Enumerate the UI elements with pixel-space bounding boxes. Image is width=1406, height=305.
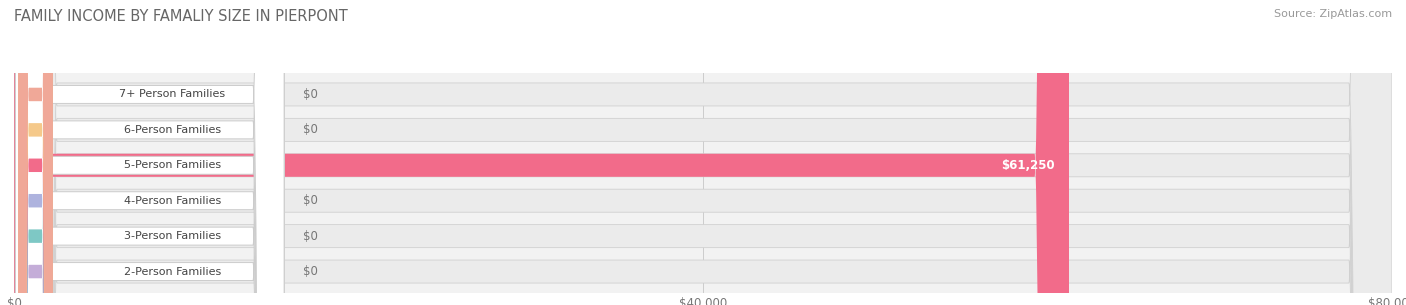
FancyBboxPatch shape [18,0,52,305]
FancyBboxPatch shape [14,0,1392,305]
FancyBboxPatch shape [14,0,1392,305]
Text: 4-Person Families: 4-Person Families [124,196,221,206]
FancyBboxPatch shape [18,0,52,305]
Text: 2-Person Families: 2-Person Families [124,267,221,277]
Text: 3-Person Families: 3-Person Families [124,231,221,241]
FancyBboxPatch shape [14,0,1069,305]
FancyBboxPatch shape [15,0,284,305]
Text: $0: $0 [304,123,318,136]
Text: $61,250: $61,250 [1001,159,1056,172]
FancyBboxPatch shape [15,0,284,305]
FancyBboxPatch shape [15,0,284,305]
Text: FAMILY INCOME BY FAMALIY SIZE IN PIERPONT: FAMILY INCOME BY FAMALIY SIZE IN PIERPON… [14,9,347,24]
FancyBboxPatch shape [15,0,284,305]
Text: Source: ZipAtlas.com: Source: ZipAtlas.com [1274,9,1392,19]
FancyBboxPatch shape [15,0,284,305]
Text: 7+ Person Families: 7+ Person Families [120,89,225,99]
FancyBboxPatch shape [18,0,52,305]
FancyBboxPatch shape [18,0,52,305]
FancyBboxPatch shape [14,0,1392,305]
Text: 6-Person Families: 6-Person Families [124,125,221,135]
Text: $0: $0 [304,265,318,278]
Text: $0: $0 [304,230,318,243]
FancyBboxPatch shape [14,0,1392,305]
Text: 5-Person Families: 5-Person Families [124,160,221,170]
FancyBboxPatch shape [18,0,52,305]
Text: $0: $0 [304,194,318,207]
FancyBboxPatch shape [14,0,1392,305]
FancyBboxPatch shape [18,0,52,305]
FancyBboxPatch shape [15,0,284,305]
Text: $0: $0 [304,88,318,101]
FancyBboxPatch shape [14,0,1392,305]
